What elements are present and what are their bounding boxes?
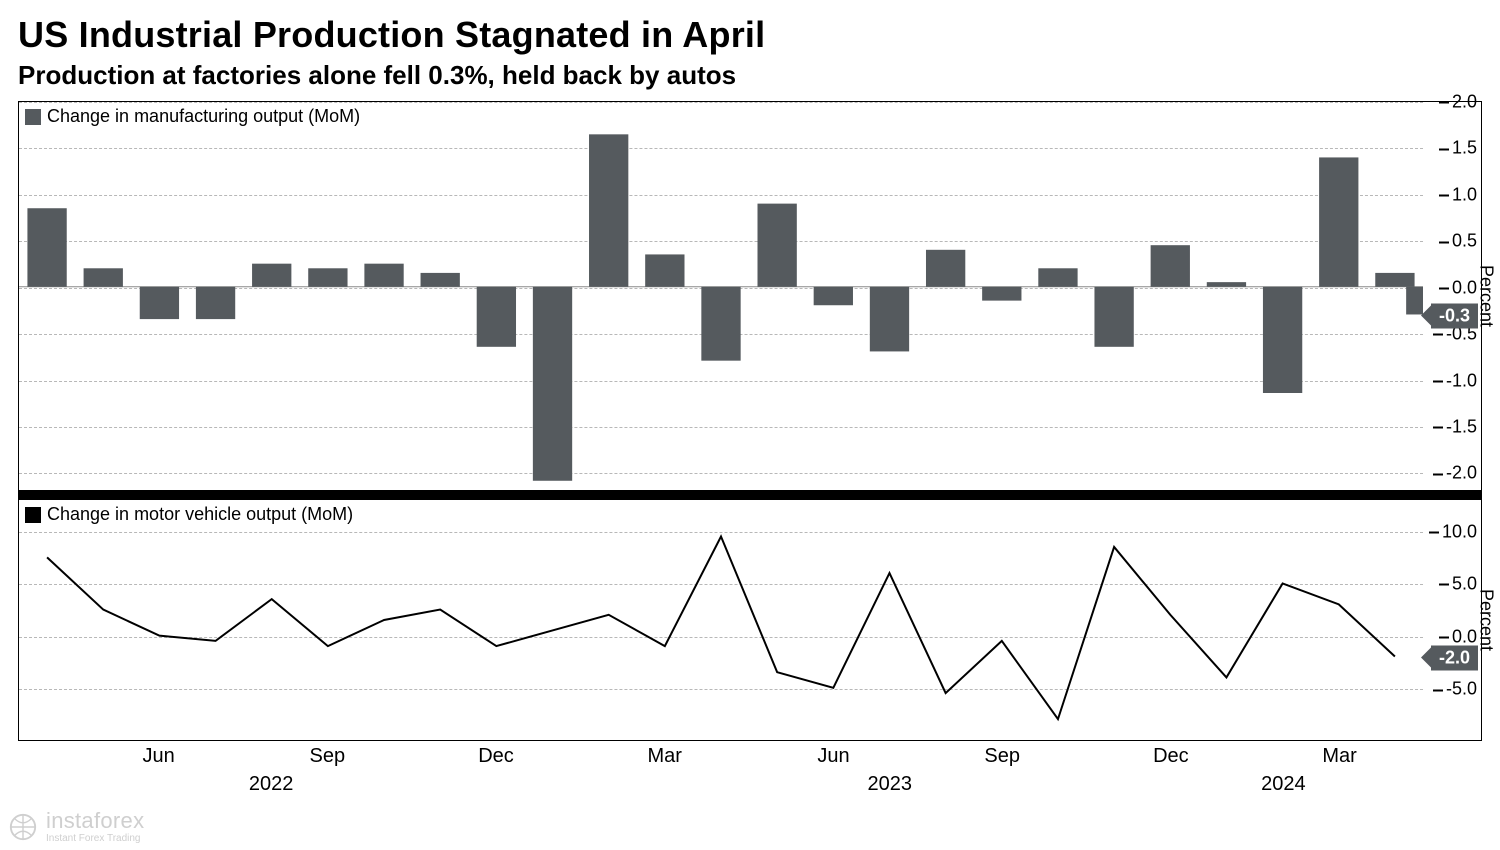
ytick-label: -5.0 xyxy=(1433,679,1477,700)
chart-subtitle: Production at factories alone fell 0.3%,… xyxy=(18,60,1482,91)
bar xyxy=(252,264,291,287)
line-series xyxy=(47,537,1395,720)
panel-divider xyxy=(18,491,1482,499)
ytick-label: 2.0 xyxy=(1439,92,1477,113)
bar xyxy=(364,264,403,287)
top-yaxis-label: Percent xyxy=(1475,265,1496,327)
bar xyxy=(701,287,740,361)
xaxis-month-label: Mar xyxy=(648,745,682,768)
panels-container: Change in manufacturing output (MoM) Per… xyxy=(18,101,1482,741)
bar-legend-swatch xyxy=(25,109,41,125)
watermark: instaforex Instant Forex Trading xyxy=(8,810,144,844)
top-legend: Change in manufacturing output (MoM) xyxy=(25,106,360,127)
watermark-tagline: Instant Forex Trading xyxy=(46,834,144,844)
ytick-label: 1.5 xyxy=(1439,138,1477,159)
chart-title: US Industrial Production Stagnated in Ap… xyxy=(18,14,1482,56)
bar xyxy=(814,287,853,305)
ytick-label: -1.5 xyxy=(1433,417,1477,438)
ytick-label: 0.0 xyxy=(1439,277,1477,298)
bar xyxy=(84,268,123,286)
bar xyxy=(421,273,460,287)
bar xyxy=(1151,245,1190,287)
bar xyxy=(27,208,66,287)
top-legend-label: Change in manufacturing output (MoM) xyxy=(47,106,360,127)
ytick-label: -2.0 xyxy=(1433,463,1477,484)
watermark-brand: instaforex xyxy=(46,810,144,832)
line-legend-swatch xyxy=(25,507,41,523)
bottom-panel: Change in motor vehicle output (MoM) Per… xyxy=(18,499,1482,741)
x-axis: Jun Sep Dec Mar Jun Sep Dec Mar 2022 2023 2024 xyxy=(18,741,1424,831)
top-last-value-badge: -0.3 xyxy=(1431,303,1478,328)
bar xyxy=(870,287,909,352)
bar xyxy=(140,287,179,319)
bottom-yaxis-label: Percent xyxy=(1475,589,1496,651)
xaxis-month-label: Dec xyxy=(478,745,514,768)
top-plot-area xyxy=(19,102,1423,490)
bar xyxy=(1375,273,1414,287)
bar xyxy=(982,287,1021,301)
top-panel: Change in manufacturing output (MoM) Per… xyxy=(18,101,1482,491)
ytick-label: 0.5 xyxy=(1439,231,1477,252)
bottom-plot-area xyxy=(19,500,1423,740)
bar xyxy=(1263,287,1302,393)
bar xyxy=(758,204,797,287)
ytick-label: 0.0 xyxy=(1439,626,1477,647)
chart-frame: US Industrial Production Stagnated in Ap… xyxy=(0,0,1500,850)
xaxis-year-label: 2024 xyxy=(1261,773,1306,796)
xaxis-month-label: Jun xyxy=(142,745,174,768)
ytick-label: 10.0 xyxy=(1429,521,1477,542)
globe-icon xyxy=(8,812,38,842)
bar xyxy=(477,287,516,347)
ytick-label: -1.0 xyxy=(1433,370,1477,391)
bar xyxy=(1319,157,1358,286)
ytick-label: 1.0 xyxy=(1439,184,1477,205)
bar xyxy=(926,250,965,287)
ytick-label: 5.0 xyxy=(1439,574,1477,595)
bar xyxy=(1094,287,1133,347)
bottom-legend: Change in motor vehicle output (MoM) xyxy=(25,504,353,525)
xaxis-month-label: Sep xyxy=(310,745,346,768)
xaxis-year-label: 2023 xyxy=(867,773,912,796)
bar xyxy=(533,287,572,481)
xaxis-month-label: Mar xyxy=(1322,745,1356,768)
xaxis-month-label: Dec xyxy=(1153,745,1189,768)
bar xyxy=(308,268,347,286)
bar xyxy=(196,287,235,319)
bottom-last-value-badge: -2.0 xyxy=(1431,645,1478,670)
bar xyxy=(589,134,628,286)
bar xyxy=(1038,268,1077,286)
xaxis-year-label: 2022 xyxy=(249,773,294,796)
xaxis-month-label: Sep xyxy=(984,745,1020,768)
bottom-legend-label: Change in motor vehicle output (MoM) xyxy=(47,504,353,525)
bar xyxy=(1207,282,1246,287)
xaxis-month-label: Jun xyxy=(817,745,849,768)
bar xyxy=(645,254,684,286)
